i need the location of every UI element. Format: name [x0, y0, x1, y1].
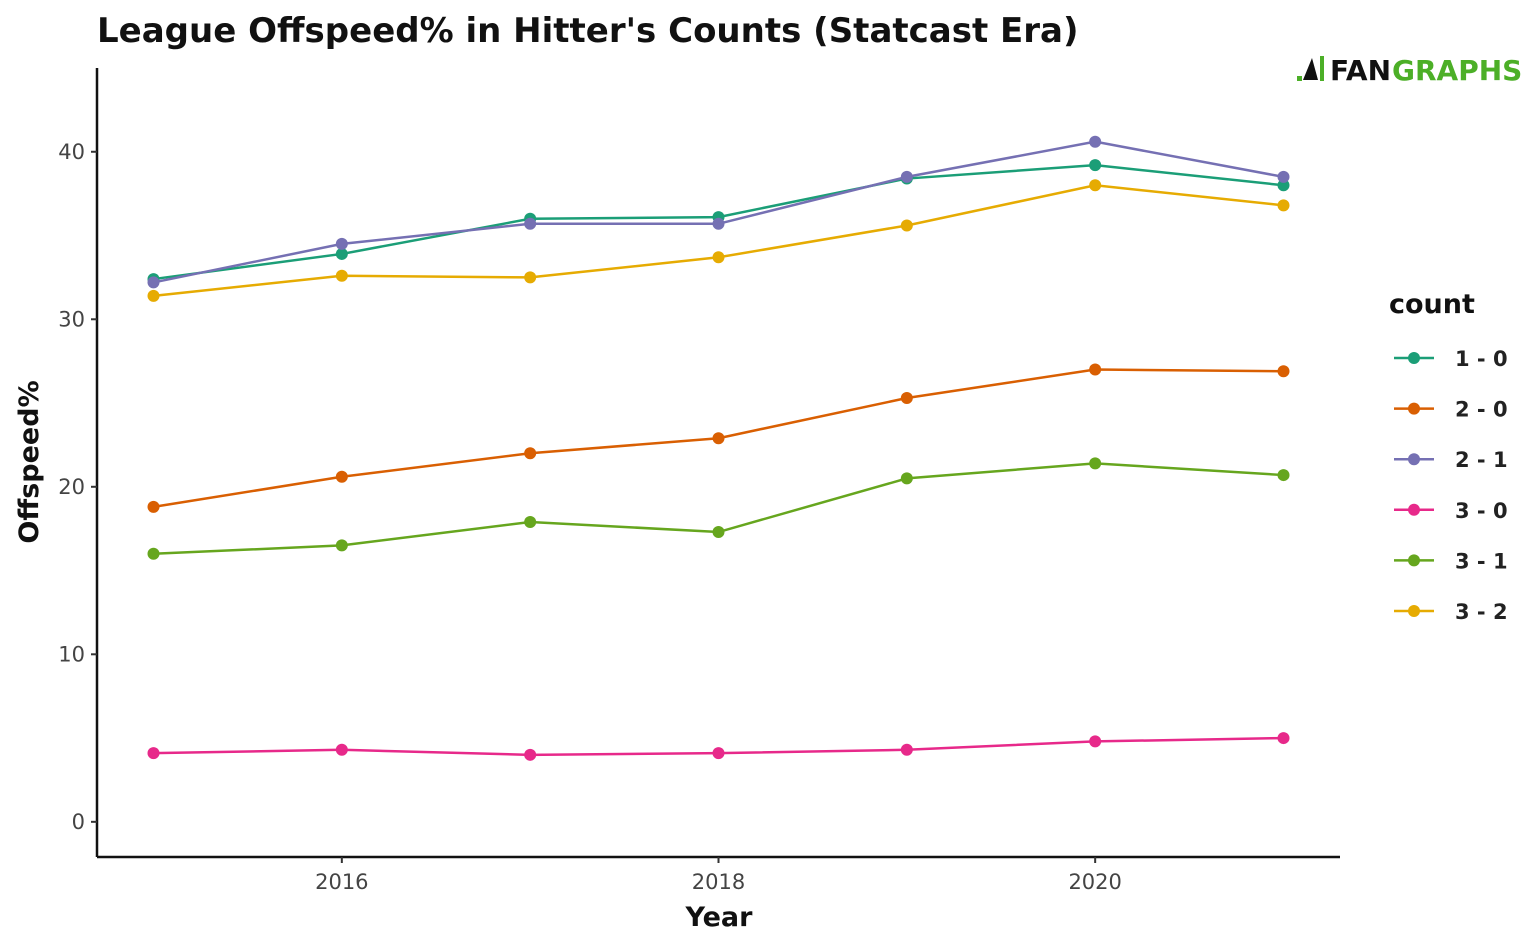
- series-2-0: [147, 363, 1290, 513]
- logo-fan: FAN: [1330, 54, 1391, 87]
- data-point: [712, 251, 725, 264]
- data-point: [712, 747, 725, 760]
- y-tick-label: 0: [72, 810, 85, 834]
- legend-item: 2 - 0: [1394, 398, 1508, 422]
- legend-item: 3 - 1: [1394, 549, 1508, 573]
- y-tick-label: 10: [58, 642, 85, 666]
- data-point: [335, 237, 348, 250]
- data-point: [900, 472, 913, 485]
- data-point: [335, 247, 348, 260]
- legend-item: 1 - 0: [1394, 347, 1508, 371]
- data-point: [712, 217, 725, 230]
- legend-item: 3 - 2: [1394, 600, 1508, 624]
- logo-graphs: GRAPHS: [1392, 54, 1522, 87]
- data-point: [900, 170, 913, 183]
- data-point: [900, 743, 913, 756]
- series-2-1: [147, 135, 1290, 289]
- x-tick-label: 2020: [1068, 870, 1121, 894]
- data-point: [1277, 732, 1290, 745]
- legend-key-point: [1408, 352, 1420, 364]
- legend-item: 2 - 1: [1394, 448, 1508, 472]
- data-point: [147, 289, 160, 302]
- data-point: [524, 515, 537, 528]
- data-point: [335, 269, 348, 282]
- series-3-2: [147, 179, 1290, 302]
- data-point: [900, 392, 913, 405]
- y-tick-label: 30: [58, 307, 85, 331]
- y-tick-label: 20: [58, 475, 85, 499]
- data-point: [147, 747, 160, 760]
- series-line: [153, 462, 1284, 556]
- data-point: [712, 526, 725, 539]
- data-point: [1277, 199, 1290, 212]
- chart-title: League Offspeed% in Hitter's Counts (Sta…: [97, 11, 1079, 51]
- legend-label: 1 - 0: [1455, 347, 1508, 371]
- data-point: [1277, 469, 1290, 482]
- data-point: [335, 470, 348, 483]
- x-tick-label: 2016: [315, 870, 368, 894]
- series-3-1: [147, 457, 1290, 560]
- data-point: [335, 743, 348, 756]
- legend-label: 3 - 0: [1455, 499, 1508, 523]
- legend-title: count: [1389, 289, 1475, 320]
- x-tick-label: 2018: [692, 870, 745, 894]
- data-point: [1089, 363, 1102, 376]
- legend-label: 2 - 0: [1455, 398, 1508, 422]
- data-point: [1089, 159, 1102, 172]
- legend-label: 3 - 2: [1455, 600, 1508, 624]
- data-point: [147, 276, 160, 289]
- fangraphs-logo: FAN GRAPHS: [1297, 54, 1522, 87]
- data-point: [1089, 735, 1102, 748]
- data-point: [900, 219, 913, 232]
- legend-label: 3 - 1: [1455, 549, 1508, 573]
- series-3-0: [147, 732, 1290, 761]
- legend-label: 2 - 1: [1455, 448, 1508, 472]
- data-point: [1089, 179, 1102, 192]
- series-line: [153, 183, 1284, 298]
- y-axis-label: Offspeed%: [14, 380, 45, 543]
- y-tick-label: 40: [58, 140, 85, 164]
- data-point: [147, 547, 160, 560]
- data-point: [335, 539, 348, 552]
- data-point: [712, 432, 725, 445]
- data-point: [1089, 457, 1102, 470]
- data-point: [147, 500, 160, 513]
- legend-key-point: [1408, 503, 1420, 516]
- legend-item: 3 - 0: [1394, 499, 1508, 523]
- data-point: [524, 447, 537, 460]
- data-point: [1089, 135, 1102, 148]
- x-axis-label: Year: [685, 902, 754, 933]
- data-point: [1277, 179, 1290, 192]
- legend-key-point: [1408, 605, 1420, 617]
- data-point: [524, 271, 537, 284]
- legend-key-point: [1408, 453, 1420, 466]
- legend-key-point: [1408, 554, 1420, 567]
- data-point: [1277, 365, 1290, 378]
- legend-key-point: [1408, 402, 1420, 415]
- data-point: [524, 217, 537, 230]
- data-point: [524, 748, 537, 761]
- data-point: [1277, 170, 1290, 183]
